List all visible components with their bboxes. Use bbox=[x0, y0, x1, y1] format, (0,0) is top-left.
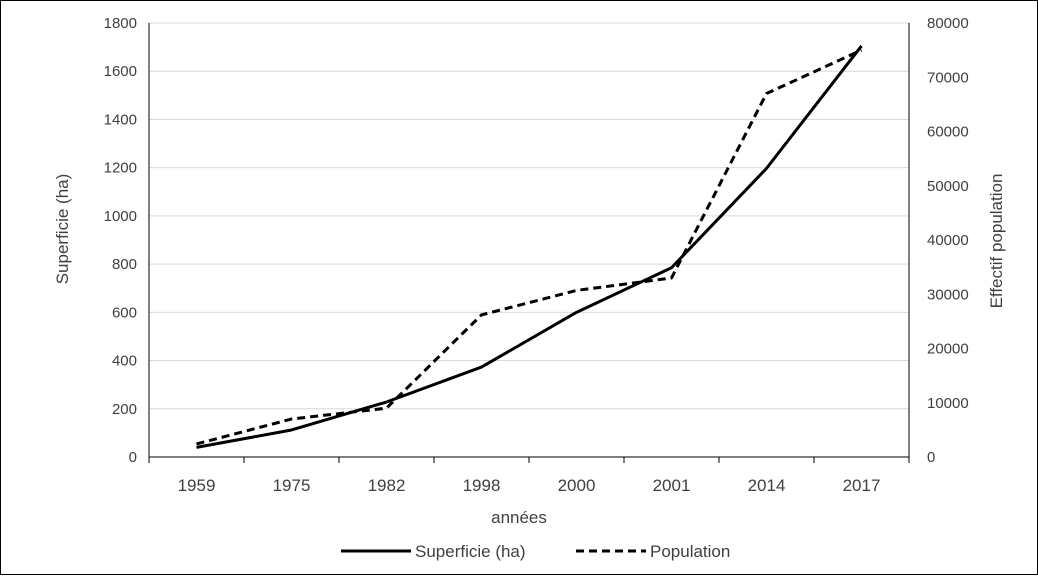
series-line-superficie bbox=[196, 44, 863, 449]
y2-tick-label: 30000 bbox=[927, 286, 969, 303]
series-lines bbox=[196, 44, 863, 449]
axes bbox=[148, 23, 910, 463]
y-tick-label: 1800 bbox=[104, 15, 137, 32]
x-tick-label: 1998 bbox=[463, 476, 501, 495]
gridlines bbox=[149, 22, 909, 410]
x-tick-label: 2000 bbox=[558, 476, 596, 495]
legend-label-population: Population bbox=[650, 542, 730, 561]
y-tick-label: 1400 bbox=[104, 111, 137, 128]
y-tick-label: 1000 bbox=[104, 208, 137, 225]
y-tick-label: 800 bbox=[112, 256, 137, 273]
legend: Superficie (ha) Population bbox=[341, 542, 730, 561]
x-tick-label: 2017 bbox=[843, 476, 881, 495]
y2-tick-label: 60000 bbox=[927, 124, 969, 141]
tick-labels: 0 200 400 600 800 1000 1200 1400 1600 1800 0 10000 2… bbox=[104, 15, 969, 495]
y-tick-label: 1200 bbox=[104, 160, 137, 177]
x-axis-title: années bbox=[491, 508, 547, 527]
y2-tick-label: 0 bbox=[927, 449, 935, 466]
y2-axis-title: Effectif population bbox=[987, 174, 1006, 309]
y-tick-label: 0 bbox=[129, 449, 137, 466]
y2-tick-label: 70000 bbox=[927, 69, 969, 86]
x-tick-label: 1975 bbox=[273, 476, 311, 495]
series-line-population bbox=[196, 48, 863, 446]
y-tick-label: 1600 bbox=[104, 63, 137, 80]
y2-tick-label: 20000 bbox=[927, 341, 969, 358]
x-tick-label: 1959 bbox=[178, 476, 216, 495]
x-tick-label: 1982 bbox=[368, 476, 406, 495]
y2-tick-label: 10000 bbox=[927, 395, 969, 412]
y-tick-label: 400 bbox=[112, 353, 137, 370]
x-tick-label: 2014 bbox=[748, 476, 786, 495]
y2-tick-label: 80000 bbox=[927, 15, 969, 32]
y-axis-title: Superficie (ha) bbox=[53, 174, 72, 285]
y2-tick-label: 40000 bbox=[927, 232, 969, 249]
y-tick-label: 600 bbox=[112, 304, 137, 321]
y-tick-label: 200 bbox=[112, 401, 137, 418]
y2-tick-label: 50000 bbox=[927, 178, 969, 195]
legend-label-superficie: Superficie (ha) bbox=[415, 542, 526, 561]
x-tick-label: 2001 bbox=[653, 476, 691, 495]
